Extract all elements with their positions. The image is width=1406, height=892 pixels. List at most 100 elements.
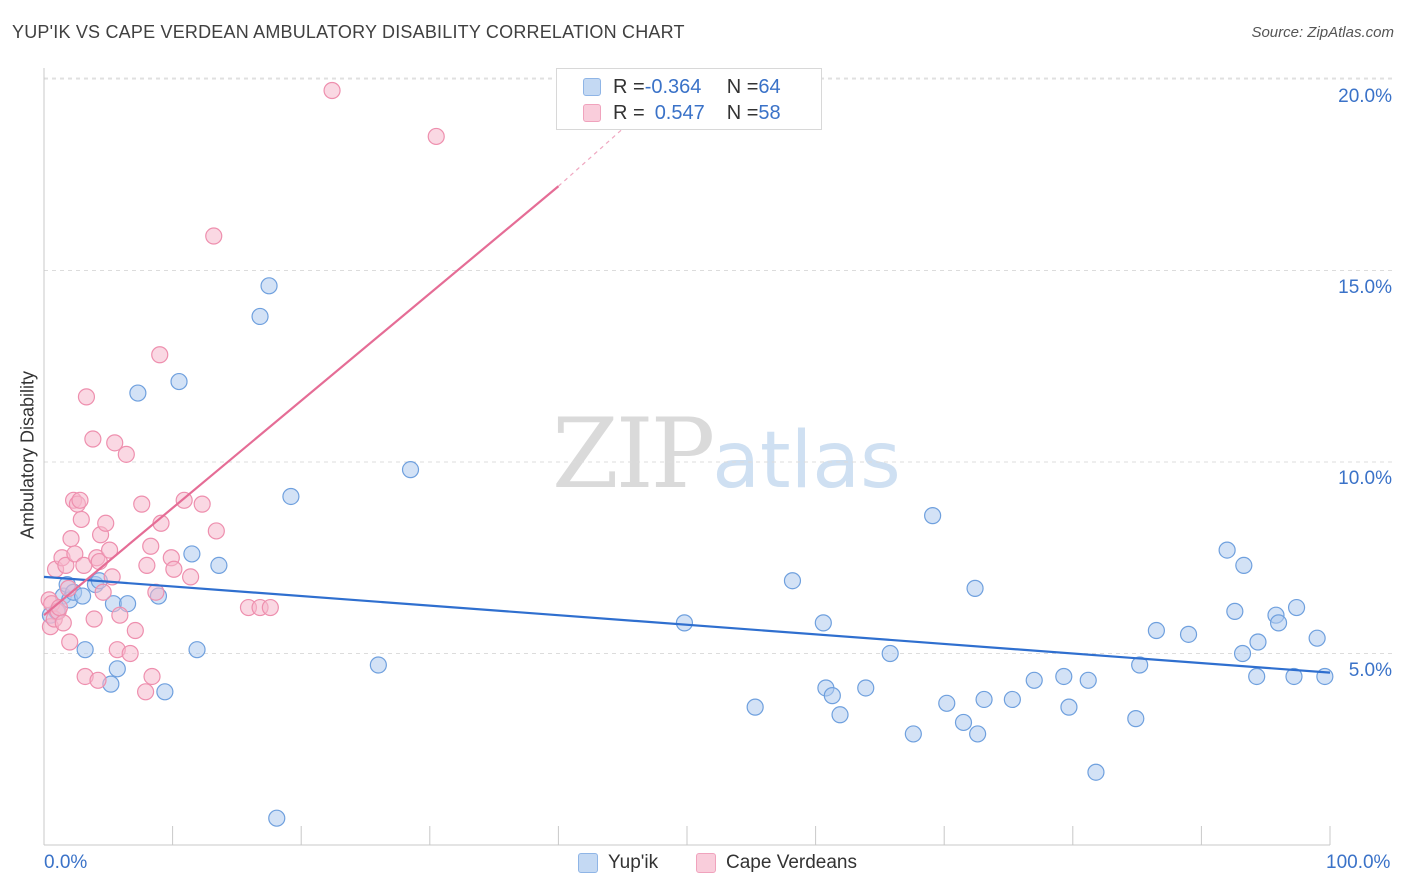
- x-tick-label-max: 100.0%: [1326, 852, 1391, 873]
- point-yupik: [881, 644, 899, 663]
- y-tick-label-20: 20.0%: [1338, 86, 1392, 107]
- point-yupik: [369, 656, 387, 674]
- point-yupik: [156, 683, 174, 701]
- series-legend-yupik: Yup'ik: [578, 852, 658, 874]
- watermark-atlas: atlas: [712, 416, 901, 506]
- point-yupik: [969, 725, 987, 743]
- point-yupik: [1127, 710, 1145, 728]
- point-cape-verdeans: [72, 510, 90, 529]
- point-cape-verdeans: [62, 529, 80, 548]
- point-yupik: [1218, 541, 1236, 559]
- point-cape-verdeans: [121, 644, 139, 663]
- legend-swatch-cape-verdeans: [583, 104, 601, 122]
- point-yupik: [746, 698, 764, 716]
- point-yupik: [857, 679, 875, 697]
- point-yupik: [975, 690, 993, 709]
- point-yupik: [188, 641, 206, 659]
- point-yupik: [76, 641, 94, 659]
- point-cape-verdeans: [97, 514, 115, 532]
- point-yupik: [251, 307, 269, 326]
- point-cape-verdeans: [94, 583, 112, 601]
- point-yupik: [823, 687, 841, 705]
- point-yupik: [675, 614, 694, 632]
- chart-title: YUP'IK VS CAPE VERDEAN AMBULATORY DISABI…: [12, 22, 685, 42]
- point-cape-verdeans: [193, 495, 211, 513]
- point-yupik: [954, 713, 973, 732]
- point-yupik: [1179, 625, 1198, 643]
- point-yupik: [924, 507, 942, 525]
- point-yupik: [783, 572, 802, 590]
- point-yupik: [1055, 667, 1073, 686]
- point-yupik: [260, 277, 278, 295]
- legend-r-value: -0.364: [644, 75, 702, 98]
- point-cape-verdeans: [126, 621, 144, 640]
- point-cape-verdeans: [261, 598, 279, 617]
- point-yupik: [210, 556, 228, 575]
- stats-legend: R = -0.364 N = 64 R = 0.547 N = 58: [556, 68, 822, 130]
- legend-n-value: 64: [758, 75, 781, 98]
- point-yupik: [1025, 671, 1043, 689]
- point-yupik: [282, 487, 300, 506]
- point-cape-verdeans: [205, 227, 223, 245]
- series-legend-cape-verdeans: Cape Verdeans: [696, 852, 857, 874]
- series-swatch-cape-verdeans: [696, 853, 716, 873]
- y-axis-label: Ambulatory Disability: [17, 370, 38, 540]
- point-yupik: [966, 579, 984, 597]
- point-cape-verdeans: [71, 491, 89, 509]
- legend-row-cape-verdeans: R = 0.547 N = 58: [583, 100, 781, 126]
- point-yupik: [1079, 671, 1097, 689]
- point-yupik: [814, 614, 832, 632]
- point-yupik: [1287, 598, 1306, 617]
- watermark-zip: ZIP: [552, 398, 715, 510]
- legend-n-value: 58: [758, 101, 781, 124]
- point-cape-verdeans: [117, 445, 135, 463]
- y-tick-label-5: 5.0%: [1348, 660, 1392, 681]
- point-cape-verdeans: [106, 434, 124, 452]
- legend-r-label: R =: [613, 75, 645, 98]
- point-yupik: [401, 461, 420, 479]
- chart-source: Source: ZipAtlas.com: [1251, 24, 1394, 41]
- point-yupik: [938, 694, 956, 712]
- point-yupik: [1235, 556, 1253, 575]
- point-cape-verdeans: [323, 81, 341, 100]
- point-cape-verdeans: [85, 610, 103, 628]
- series-swatch-yupik: [578, 853, 598, 873]
- point-yupik: [1248, 667, 1266, 686]
- legend-n-label: N =: [726, 101, 759, 124]
- point-yupik: [73, 587, 92, 605]
- y-tick-label-10: 10.0%: [1338, 468, 1392, 489]
- point-yupik: [1269, 614, 1288, 632]
- point-yupik: [170, 372, 188, 391]
- point-yupik: [108, 660, 126, 678]
- point-cape-verdeans: [138, 556, 156, 575]
- point-cape-verdeans: [84, 430, 102, 448]
- point-cape-verdeans: [61, 633, 79, 651]
- point-yupik: [268, 809, 286, 827]
- point-cape-verdeans: [77, 388, 96, 406]
- point-cape-verdeans: [89, 671, 107, 689]
- point-cape-verdeans: [66, 545, 84, 563]
- point-cape-verdeans: [57, 556, 75, 575]
- point-cape-verdeans: [207, 522, 225, 540]
- point-yupik: [1087, 763, 1105, 781]
- point-cape-verdeans: [100, 541, 119, 559]
- series-name-cape-verdeans: Cape Verdeans: [726, 852, 857, 873]
- legend-r-label: R =: [613, 101, 645, 124]
- point-yupik: [1285, 667, 1303, 686]
- watermark: ZIPatlas: [552, 398, 901, 510]
- point-cape-verdeans: [142, 537, 160, 555]
- point-yupik: [129, 384, 147, 402]
- point-yupik: [183, 545, 201, 563]
- point-cape-verdeans: [427, 127, 445, 146]
- point-yupik: [1060, 698, 1078, 716]
- point-yupik: [831, 706, 849, 724]
- point-cape-verdeans: [165, 560, 183, 578]
- legend-n-label: N =: [726, 75, 759, 98]
- point-cape-verdeans: [143, 667, 161, 686]
- trend-line-yupik: [43, 575, 1331, 674]
- y-tick-label-15: 15.0%: [1338, 277, 1392, 298]
- point-yupik: [1226, 602, 1244, 620]
- legend-r-value: 0.547: [654, 101, 705, 124]
- series-name-yupik: Yup'ik: [608, 852, 659, 873]
